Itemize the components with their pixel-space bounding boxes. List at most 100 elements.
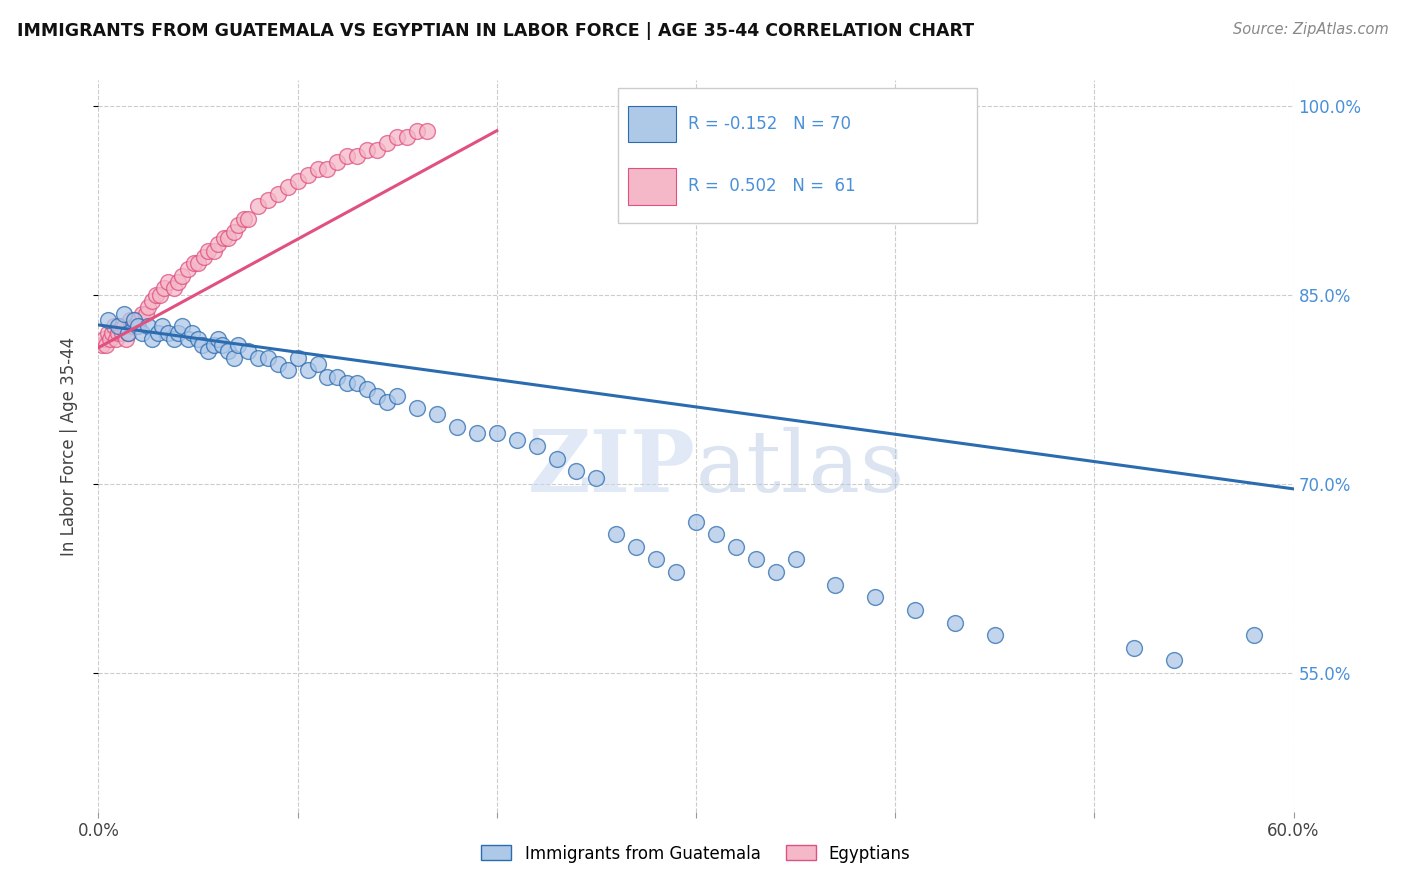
Point [307,357,329,371]
Point [124,313,146,327]
Point [984,628,1007,642]
Point [346,149,368,163]
Text: ZIP: ZIP [529,426,696,510]
Point [163,281,186,295]
Point [297,168,319,182]
Point [148,326,170,340]
Point [96,338,118,352]
Point [605,527,627,541]
Point [211,338,233,352]
Point [307,161,329,176]
Point [326,155,349,169]
Point [167,275,190,289]
Text: IMMIGRANTS FROM GUATEMALA VS EGYPTIAN IN LABOR FORCE | AGE 35-44 CORRELATION CHA: IMMIGRANTS FROM GUATEMALA VS EGYPTIAN IN… [17,22,974,40]
Point [904,603,927,617]
Point [385,388,409,402]
Point [141,332,163,346]
Point [865,591,887,605]
Point [416,124,439,138]
Point [141,293,163,308]
Point [824,578,846,592]
Point [98,332,122,346]
Point [565,464,588,478]
Point [97,326,120,340]
Point [745,552,768,566]
Point [115,332,138,346]
Point [356,143,378,157]
Point [375,136,398,151]
Point [222,351,245,365]
Point [406,124,429,138]
Point [217,231,239,245]
Point [121,319,143,334]
Point [110,319,132,334]
Point [316,369,339,384]
Point [277,180,299,194]
Y-axis label: In Labor Force | Age 35-44: In Labor Force | Age 35-44 [59,336,77,556]
Point [256,193,278,207]
Point [704,527,727,541]
Point [135,307,157,321]
Point [125,319,148,334]
Point [105,332,128,346]
Point [183,256,205,270]
Point [107,326,129,340]
Point [172,319,194,334]
Point [97,313,120,327]
Point [181,326,204,340]
Point [1163,653,1185,667]
Point [145,287,167,301]
Point [626,540,648,554]
Point [207,237,229,252]
Point [112,319,135,334]
Point [117,326,139,340]
Point [765,565,787,579]
Point [167,326,190,340]
Point [202,244,225,258]
Point [150,319,173,334]
Point [93,332,115,346]
Point [426,408,449,422]
Point [193,250,215,264]
Text: R = -0.152   N = 70: R = -0.152 N = 70 [688,115,851,133]
Legend: Immigrants from Guatemala, Egyptians: Immigrants from Guatemala, Egyptians [475,838,917,869]
Point [207,332,229,346]
Point [236,344,259,359]
Point [326,369,349,384]
Point [91,338,114,352]
Point [217,344,239,359]
Point [187,256,209,270]
Point [267,357,290,371]
Point [246,199,269,213]
Point [157,326,180,340]
Point [785,552,807,566]
Point [124,313,146,327]
Point [191,338,214,352]
Point [297,363,319,377]
Point [103,319,125,334]
Point [1123,640,1146,655]
Point [226,338,249,352]
Point [465,426,488,441]
Point [127,319,149,334]
Point [136,300,159,314]
Point [236,212,259,227]
Point [131,326,153,340]
Point [107,319,129,334]
Point [375,395,398,409]
Point [1243,628,1265,642]
Point [131,307,153,321]
Point [585,470,607,484]
Point [226,219,249,233]
Point [396,130,419,145]
Bar [628,106,676,143]
Point [943,615,966,630]
Point [177,332,200,346]
Point [163,332,186,346]
Text: R =  0.502   N =  61: R = 0.502 N = 61 [688,178,855,195]
Point [212,231,235,245]
Point [366,143,388,157]
Point [172,268,194,283]
Point [136,319,159,334]
Point [246,351,269,365]
